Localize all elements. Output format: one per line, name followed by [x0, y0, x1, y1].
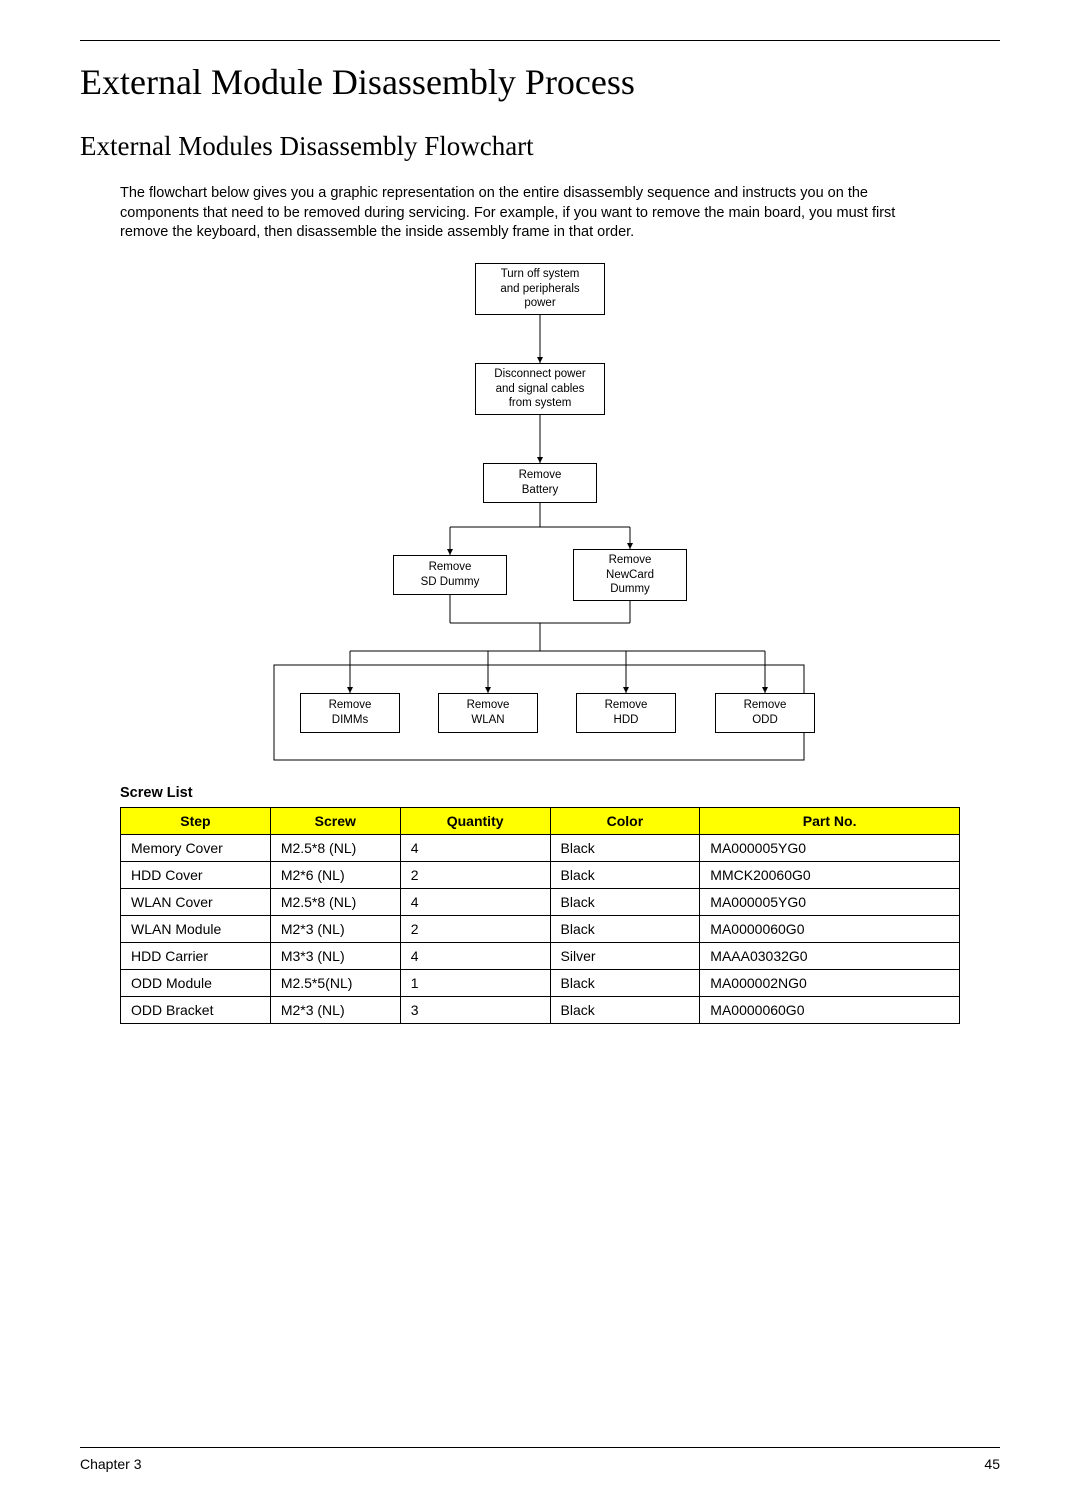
table-row: ODD ModuleM2.5*5(NL)1BlackMA000002NG0 — [121, 969, 960, 996]
table-cell: M2*3 (NL) — [270, 996, 400, 1023]
table-cell: Black — [550, 861, 700, 888]
table-caption: Screw List — [120, 785, 1000, 801]
table-cell: 4 — [400, 888, 550, 915]
table-header: Color — [550, 807, 700, 834]
table-cell: 4 — [400, 834, 550, 861]
table-row: Memory CoverM2.5*8 (NL)4BlackMA000005YG0 — [121, 834, 960, 861]
table-cell: Black — [550, 969, 700, 996]
table-cell: 3 — [400, 996, 550, 1023]
table-cell: Black — [550, 915, 700, 942]
flowchart-node-n2: Disconnect powerand signal cablesfrom sy… — [475, 363, 605, 415]
page-footer: Chapter 3 45 — [80, 1456, 1000, 1482]
flowchart-node-n9: RemoveODD — [715, 693, 815, 733]
table-cell: 2 — [400, 915, 550, 942]
table-cell: MMCK20060G0 — [700, 861, 960, 888]
flowchart-node-n6: RemoveDIMMs — [300, 693, 400, 733]
table-cell: Silver — [550, 942, 700, 969]
flowchart-node-n8: RemoveHDD — [576, 693, 676, 733]
table-cell: 1 — [400, 969, 550, 996]
table-cell: HDD Cover — [121, 861, 271, 888]
table-cell: 2 — [400, 861, 550, 888]
table-cell: MA0000060G0 — [700, 996, 960, 1023]
table-cell: MA0000060G0 — [700, 915, 960, 942]
page-title: External Module Disassembly Process — [80, 61, 1000, 103]
table-row: ODD BracketM2*3 (NL)3BlackMA0000060G0 — [121, 996, 960, 1023]
screw-list-table: StepScrewQuantityColorPart No.Memory Cov… — [120, 807, 960, 1024]
table-cell: ODD Module — [121, 969, 271, 996]
table-row: WLAN ModuleM2*3 (NL)2BlackMA0000060G0 — [121, 915, 960, 942]
table-cell: M2.5*8 (NL) — [270, 834, 400, 861]
flowchart-node-n1: Turn off systemand peripheralspower — [475, 263, 605, 315]
table-cell: MA000005YG0 — [700, 888, 960, 915]
table-cell: M3*3 (NL) — [270, 942, 400, 969]
table-cell: HDD Carrier — [121, 942, 271, 969]
table-cell: WLAN Cover — [121, 888, 271, 915]
table-cell: Memory Cover — [121, 834, 271, 861]
table-row: WLAN CoverM2.5*8 (NL)4BlackMA000005YG0 — [121, 888, 960, 915]
table-cell: M2.5*5(NL) — [270, 969, 400, 996]
top-rule — [80, 40, 1000, 41]
table-cell: Black — [550, 834, 700, 861]
table-cell: Black — [550, 888, 700, 915]
table-header: Part No. — [700, 807, 960, 834]
table-cell: MA000005YG0 — [700, 834, 960, 861]
flowchart: Turn off systemand peripheralspower Disco… — [260, 263, 820, 763]
table-cell: M2*3 (NL) — [270, 915, 400, 942]
table-header: Quantity — [400, 807, 550, 834]
table-header: Step — [121, 807, 271, 834]
section-title: External Modules Disassembly Flowchart — [80, 131, 1000, 162]
intro-paragraph: The flowchart below gives you a graphic … — [120, 184, 940, 243]
table-row: HDD CoverM2*6 (NL)2BlackMMCK20060G0 — [121, 861, 960, 888]
flowchart-node-n4: RemoveSD Dummy — [393, 555, 507, 595]
bottom-rule — [80, 1447, 1000, 1448]
table-cell: M2*6 (NL) — [270, 861, 400, 888]
table-cell: MA000002NG0 — [700, 969, 960, 996]
footer-chapter: Chapter 3 — [80, 1456, 141, 1472]
table-header: Screw — [270, 807, 400, 834]
flowchart-node-n5: RemoveNewCardDummy — [573, 549, 687, 601]
table-cell: 4 — [400, 942, 550, 969]
flowchart-node-n7: RemoveWLAN — [438, 693, 538, 733]
table-cell: MAAA03032G0 — [700, 942, 960, 969]
footer-page-number: 45 — [984, 1456, 1000, 1472]
table-cell: WLAN Module — [121, 915, 271, 942]
table-cell: Black — [550, 996, 700, 1023]
table-cell: ODD Bracket — [121, 996, 271, 1023]
flowchart-container: Turn off systemand peripheralspower Disco… — [80, 263, 1000, 763]
table-cell: M2.5*8 (NL) — [270, 888, 400, 915]
table-row: HDD CarrierM3*3 (NL)4SilverMAAA03032G0 — [121, 942, 960, 969]
flowchart-node-n3: RemoveBattery — [483, 463, 597, 503]
